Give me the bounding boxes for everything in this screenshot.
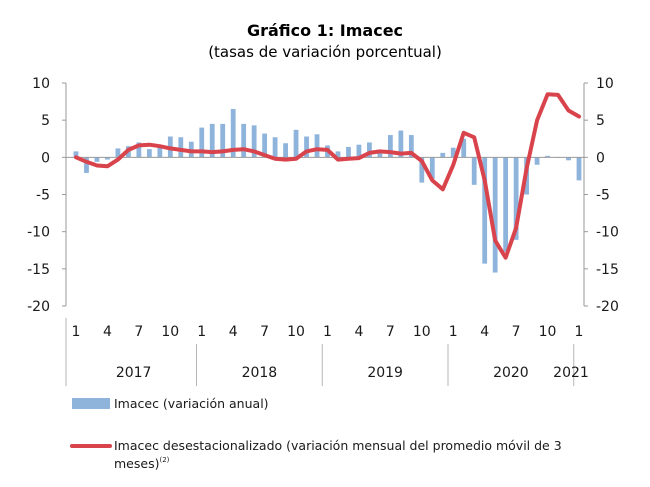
y-tick-label-left: -5 (36, 188, 50, 204)
bar (209, 123, 215, 158)
bar (566, 157, 571, 161)
bar (84, 157, 89, 173)
bar (251, 125, 257, 158)
bar (146, 149, 152, 158)
legend-line-label-2-text: meses) (114, 456, 159, 471)
y-tick-label-right: -5 (596, 188, 610, 204)
y-tick-label-right: 10 (596, 76, 614, 92)
bar (94, 157, 100, 162)
bar (220, 123, 226, 158)
bar (503, 157, 509, 252)
bar (408, 135, 414, 158)
y-tick-label-left: 0 (41, 150, 50, 166)
year-label: 2020 (493, 365, 529, 381)
y-tick-label-left: 10 (32, 76, 50, 92)
legend-line-label-2: meses)(2) (114, 456, 170, 471)
x-tick-label: 7 (512, 324, 521, 340)
bar (492, 157, 498, 273)
y-tick-label-left: -15 (27, 262, 50, 278)
bar (105, 157, 110, 160)
year-label: 2019 (367, 365, 403, 381)
bar (387, 135, 393, 158)
bar (157, 145, 163, 158)
y-tick-label-left: -20 (27, 299, 50, 315)
legend-bar-label: Imacec (variación anual) (114, 396, 269, 411)
bar (534, 157, 540, 165)
x-tick-label: 10 (539, 324, 557, 340)
bar (272, 137, 278, 158)
bar (178, 137, 184, 158)
x-tick-label: 4 (103, 324, 112, 340)
y-tick-label-left: 5 (41, 113, 50, 129)
y-tick-label-left: -10 (27, 225, 50, 241)
bar (199, 127, 205, 158)
x-tick-label: 1 (575, 324, 584, 340)
tick-labels: -20 -20 -15 -15 -10 -10 -5 -5 0 0 5 5 10 10 1 4 7 10 1 4 7 10… (27, 76, 619, 381)
y-tick-label-right: -15 (596, 262, 619, 278)
bar (230, 109, 236, 158)
x-tick-label: 10 (413, 324, 431, 340)
bar (115, 148, 121, 158)
chart-subtitle: (tasas de variación porcentual) (208, 43, 442, 61)
x-tick-label: 7 (134, 324, 143, 340)
bar (136, 142, 142, 158)
year-label: 2017 (116, 365, 152, 381)
bar (576, 157, 582, 181)
bar (356, 144, 362, 158)
x-tick-label: 7 (386, 324, 395, 340)
x-tick-label: 10 (161, 324, 179, 340)
x-tick-label: 1 (72, 324, 81, 340)
legend-bar-swatch (72, 398, 110, 409)
bar (482, 157, 488, 264)
year-label: 2018 (242, 365, 278, 381)
x-tick-label: 1 (449, 324, 458, 340)
bar (335, 151, 341, 158)
y-tick-label-right: 0 (596, 150, 605, 166)
bar (429, 157, 435, 179)
bar (241, 123, 247, 158)
chart-title: Gráfico 1: Imacec (247, 21, 403, 40)
x-tick-label: 4 (229, 324, 238, 340)
bar (293, 129, 299, 158)
y-tick-label-right: 5 (596, 113, 605, 129)
x-tick-label: 1 (323, 324, 332, 340)
bar (440, 152, 446, 158)
bar (513, 157, 519, 240)
bar-series (73, 109, 582, 273)
bar (346, 146, 351, 158)
line-series (74, 92, 581, 260)
bar (398, 130, 404, 158)
bar (314, 134, 320, 158)
x-tick-label: 1 (197, 324, 206, 340)
bar (419, 157, 425, 183)
line-series-path (74, 92, 581, 260)
y-tick-label-right: -20 (596, 299, 619, 315)
bar (283, 143, 288, 158)
year-label: 2021 (553, 365, 589, 381)
legend-line-label: Imacec desestacionalizado (variación men… (114, 438, 562, 453)
x-tick-label: 4 (480, 324, 489, 340)
bar (545, 155, 550, 158)
legend-line-superscript: (2) (159, 456, 169, 464)
bar (461, 138, 467, 158)
x-tick-label: 7 (260, 324, 269, 340)
x-tick-label: 10 (287, 324, 305, 340)
bar (471, 157, 477, 185)
bar (262, 133, 268, 158)
bar (367, 142, 372, 158)
axes (62, 82, 588, 386)
bar (450, 147, 456, 158)
bar (304, 136, 309, 158)
bar (377, 149, 383, 158)
bar (73, 151, 79, 158)
x-tick-label: 4 (354, 324, 363, 340)
legend: Imacec (variación anual) Imacec desestac… (70, 396, 562, 471)
y-tick-label-right: -10 (596, 225, 619, 241)
